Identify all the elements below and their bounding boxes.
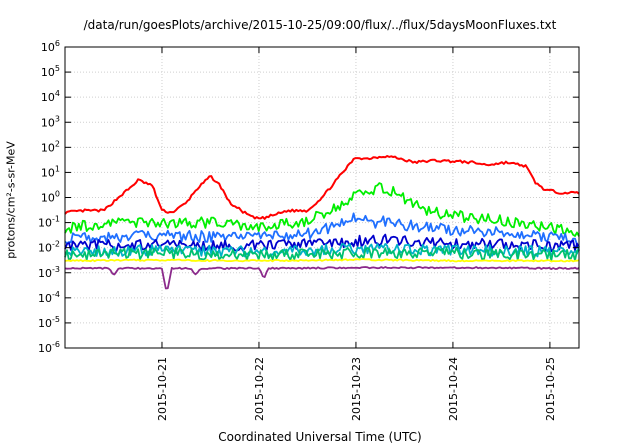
- x-tick-label: 2015-10-22: [253, 357, 266, 421]
- y-tick-label: 100: [41, 190, 60, 205]
- y-tick-label-exponent: -3: [52, 265, 60, 274]
- y-tick-label: 101: [41, 164, 60, 179]
- y-tick-label-base: 10: [38, 342, 52, 355]
- y-tick-label: 106: [41, 39, 60, 54]
- y-tick-label-exponent: 4: [55, 89, 60, 98]
- y-tick-label-exponent: -5: [52, 315, 60, 324]
- series-line-7: [64, 258, 580, 263]
- series-line-6: [64, 246, 580, 262]
- series-line-3: [64, 212, 579, 246]
- y-tick-label: 10-3: [38, 265, 60, 280]
- y-tick-label: 10-5: [38, 315, 60, 330]
- y-tick-label-base: 10: [41, 116, 55, 129]
- x-tick-label: 2015-10-24: [447, 357, 460, 421]
- y-tick-label-base: 10: [41, 66, 55, 79]
- y-tick-label: 102: [41, 139, 60, 154]
- y-tick-label: 103: [41, 114, 60, 129]
- y-tick-label-exponent: -2: [52, 240, 60, 249]
- y-tick-label: 10-6: [38, 340, 60, 355]
- y-tick-label-exponent: -1: [52, 215, 60, 224]
- series-line-2: [64, 182, 580, 237]
- y-tick-label-base: 10: [38, 267, 52, 280]
- y-tick-label-exponent: 2: [55, 139, 60, 148]
- y-tick-label: 10-2: [38, 240, 60, 255]
- x-tick-label: 2015-10-23: [350, 357, 363, 421]
- chart-title: /data/run/goesPlots/archive/2015-10-25/0…: [83, 18, 557, 32]
- y-tick-label-exponent: 1: [55, 164, 60, 173]
- y-tick-label-base: 10: [41, 192, 55, 205]
- y-tick-label: 105: [41, 64, 60, 79]
- y-tick-label-exponent: 5: [55, 64, 60, 73]
- y-tick-label-base: 10: [38, 242, 52, 255]
- x-tick-label: 2015-10-25: [544, 357, 557, 421]
- y-tick-label-exponent: 0: [55, 190, 60, 199]
- y-tick-label: 104: [41, 89, 60, 104]
- y-tick-label-base: 10: [41, 166, 55, 179]
- y-tick-label-base: 10: [41, 91, 55, 104]
- y-tick-label-base: 10: [38, 292, 52, 305]
- y-tick-label-exponent: 6: [55, 39, 60, 48]
- y-tick-label-base: 10: [41, 141, 55, 154]
- y-tick-label-exponent: 3: [55, 114, 60, 123]
- y-tick-label: 10-1: [38, 215, 60, 230]
- x-tick-label: 2015-10-21: [156, 357, 169, 421]
- y-tick-label-exponent: -6: [52, 340, 60, 349]
- series-line-1: [64, 155, 580, 220]
- series-line-4: [64, 233, 580, 253]
- y-tick-label-base: 10: [41, 41, 55, 54]
- y-tick-label-base: 10: [38, 317, 52, 330]
- x-axis-label: Coordinated Universal Time (UTC): [218, 430, 422, 444]
- y-tick-label: 10-4: [38, 290, 60, 305]
- series-line-8: [64, 265, 580, 290]
- y-tick-label-exponent: -4: [52, 290, 60, 299]
- y-tick-label-base: 10: [38, 217, 52, 230]
